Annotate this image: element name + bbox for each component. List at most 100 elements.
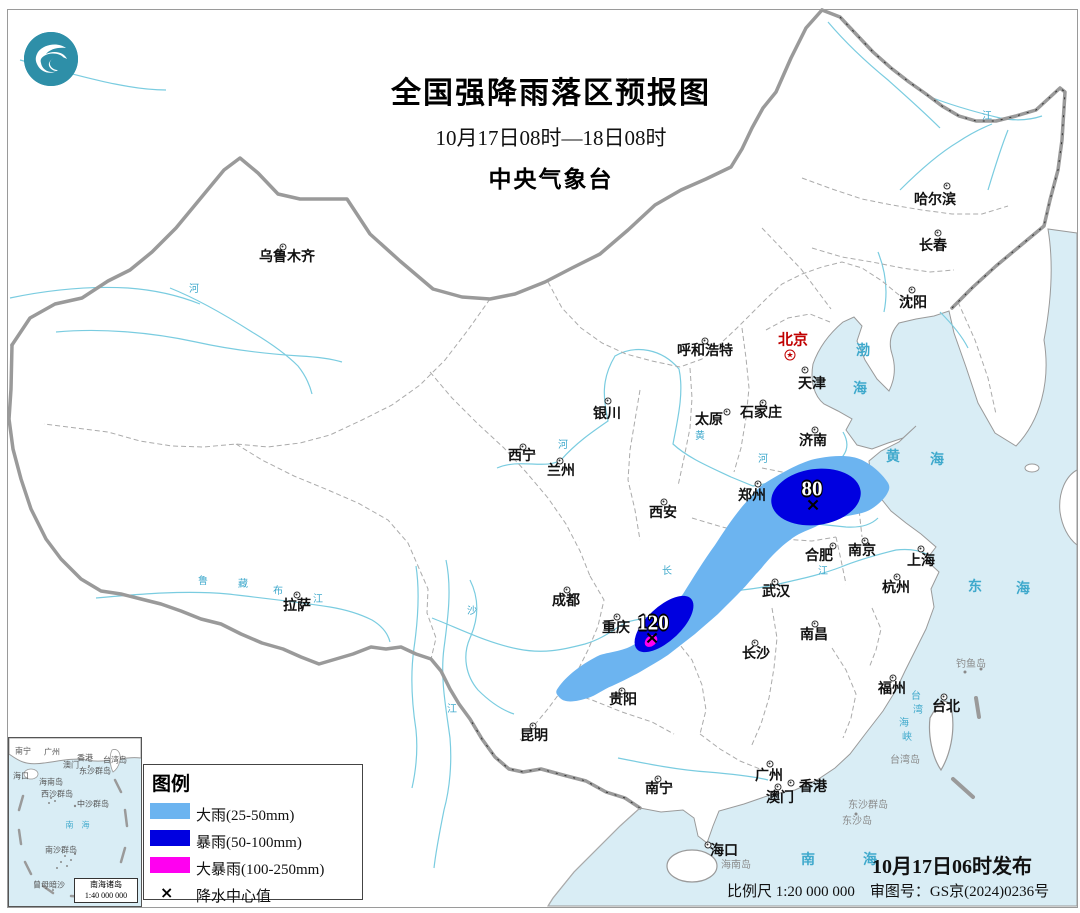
city-label-长春: 长春 — [919, 239, 947, 254]
precip-center-marker-80: × — [805, 494, 821, 516]
heavy-rainstorm-zone — [644, 635, 658, 647]
river-label-2: 黄 — [695, 431, 705, 442]
city-marker-西安 — [660, 498, 668, 506]
forecast-period: 10月17日08时—18日08时 — [435, 126, 667, 150]
precip-center-value-120: 120 — [637, 610, 669, 635]
inset-label-南沙群岛: 南沙群岛 — [45, 845, 77, 855]
inset-scale-box: 南海诸岛 1:40 000 000 — [74, 878, 138, 903]
city-marker-香港 — [787, 779, 795, 787]
city-marker-银川 — [604, 397, 612, 405]
city-label-南京: 南京 — [848, 544, 876, 559]
city-label-台北: 台北 — [932, 700, 960, 715]
inset-label-中沙群岛: 中沙群岛 — [77, 799, 109, 809]
inset-label-海口: 海口 — [13, 771, 29, 781]
precip-center-symbol: × — [160, 883, 174, 902]
river-label-4: 长 — [662, 566, 672, 577]
city-marker-郑州 — [754, 480, 762, 488]
city-label-太原: 太原 — [695, 413, 723, 428]
city-label-上海: 上海 — [907, 554, 935, 569]
city-marker-兰州 — [556, 457, 564, 465]
sea-label-1: 海 — [853, 382, 867, 397]
inset-label-澳门: 澳门 — [63, 760, 79, 770]
inset-label-广州: 广州 — [44, 747, 60, 757]
inset-label-台湾岛: 台湾岛 — [103, 755, 127, 765]
city-label-兰州: 兰州 — [547, 464, 575, 479]
legend-label: 降水中心值 — [196, 889, 272, 905]
sea-label-5: 海 — [1016, 582, 1030, 597]
strait-label-3: 峡 — [902, 732, 912, 743]
city-marker-台北 — [940, 693, 948, 701]
city-marker-成都 — [563, 586, 571, 594]
legend-row-center: × 降水中心值 — [144, 879, 362, 906]
city-marker-拉萨 — [293, 591, 301, 599]
legend-swatch-0 — [150, 803, 190, 819]
city-marker-呼和浩特 — [701, 337, 709, 345]
city-marker-南宁 — [654, 775, 662, 783]
dongsha-islet — [854, 812, 858, 816]
city-label-西安: 西安 — [649, 506, 677, 521]
legend-title: 图例 — [152, 774, 191, 795]
hainan-island — [666, 849, 718, 883]
strait-label-2: 海 — [899, 718, 909, 729]
city-label-呼和浩特: 呼和浩特 — [677, 344, 733, 359]
city-label-拉萨: 拉萨 — [283, 599, 311, 614]
city-marker-沈阳 — [908, 286, 916, 294]
city-marker-天津 — [801, 366, 809, 374]
sea-label-4: 东 — [968, 580, 982, 595]
inset-label-香港: 香港 — [77, 753, 93, 763]
sea-label-7: 海 — [863, 853, 877, 868]
cma-logo — [24, 32, 78, 86]
city-label-南宁: 南宁 — [645, 782, 673, 797]
city-label-西宁: 西宁 — [508, 449, 536, 464]
river-label-6: 沙 — [467, 606, 477, 617]
inset-label-西沙群岛: 西沙群岛 — [41, 789, 73, 799]
strait-label-1: 湾 — [913, 705, 923, 716]
city-marker-上海 — [917, 545, 925, 553]
island-label-东沙岛: 东沙岛 — [842, 816, 872, 827]
river-label-12: 江 — [982, 111, 992, 122]
legend-row-1: 暴雨(50-100mm) — [144, 825, 362, 852]
city-label-澳门: 澳门 — [766, 791, 794, 806]
legend-box: 图例 大雨(25-50mm) 暴雨(50-100mm) 大暴雨(100-250mm)… — [143, 764, 363, 905]
issue-time: 10月17日06时发布 — [872, 856, 1032, 878]
sea-label-0: 渤 — [856, 344, 870, 359]
city-marker-福州 — [889, 674, 897, 682]
inset-label-曾母暗沙: 曾母暗沙 — [33, 880, 65, 890]
island-label-台湾岛: 台湾岛 — [890, 755, 920, 766]
city-label-香港: 香港 — [799, 780, 827, 795]
rivers — [9, 21, 1043, 869]
city-marker-重庆 — [613, 613, 621, 621]
island-label-东沙群岛: 东沙群岛 — [848, 800, 888, 811]
city-marker-济南 — [811, 426, 819, 434]
city-label-沈阳: 沈阳 — [899, 296, 927, 311]
city-label-重庆: 重庆 — [602, 621, 630, 636]
river-label-1: 河 — [558, 440, 568, 451]
river-label-7: 江 — [447, 704, 457, 715]
city-label-贵阳: 贵阳 — [609, 693, 637, 708]
taiwan-island — [928, 700, 954, 772]
legend-row-2: 大暴雨(100-250mm) — [144, 852, 362, 879]
strait-label-0: 台 — [911, 691, 921, 702]
city-label-南昌: 南昌 — [800, 628, 828, 643]
city-marker-武汉 — [771, 578, 779, 586]
river-label-9: 藏 — [238, 579, 248, 590]
legend-label-0: 大雨(25-50mm) — [196, 808, 295, 824]
city-marker-西宁 — [519, 443, 527, 451]
diaoyu-islet — [963, 670, 967, 674]
jeju-island — [1024, 463, 1040, 473]
city-label-郑州: 郑州 — [738, 489, 766, 504]
sea-label-2: 黄 — [886, 450, 900, 465]
legend-swatch-1 — [150, 830, 190, 846]
city-marker-乌鲁木齐 — [279, 243, 287, 251]
city-marker-澳门 — [774, 783, 782, 791]
city-label-海口: 海口 — [710, 844, 738, 859]
city-marker-广州 — [766, 760, 774, 768]
legend-swatch-2 — [150, 857, 190, 873]
south-china-sea-inset: 南宁 广州 香港 澳门 台湾岛 东沙群岛 海口 海南岛 西沙群岛 中沙群岛 南沙群岛 曾母暗沙南 海 … — [8, 737, 142, 907]
diaoyu-islet — [979, 667, 983, 671]
river-label-3: 河 — [758, 454, 768, 465]
sea-label-6: 南 — [801, 853, 815, 868]
